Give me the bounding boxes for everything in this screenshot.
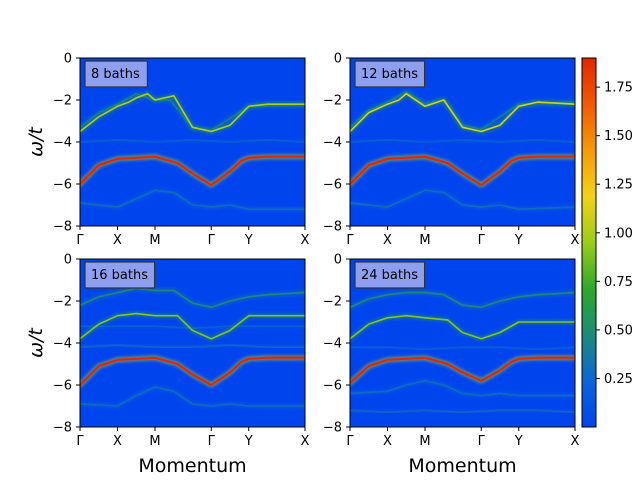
panel-bands	[350, 89, 575, 212]
panel-label-background	[84, 261, 156, 289]
x-tick-label: Γ	[208, 434, 216, 449]
band-line	[350, 314, 575, 340]
y-tick-label: −2	[53, 295, 72, 310]
y-tick-label: −6	[53, 379, 72, 394]
y-tick-label: −8	[323, 220, 342, 235]
panel-4: 24 baths 0 −2 −4 −6 −8 Γ X M Γ Y X Momentum	[323, 253, 580, 478]
x-tick-label: Y	[514, 434, 523, 449]
y-tick-label: −4	[53, 136, 72, 151]
y-tick-label: −8	[323, 421, 342, 436]
x-tick-label: Y	[244, 233, 253, 248]
panel-2: 12 baths 0 −2 −4 −6 −8 Γ X M Γ Y X	[323, 52, 580, 249]
panel-label: 24 baths	[361, 268, 418, 283]
band-line	[80, 344, 305, 348]
panel-bands	[80, 91, 305, 212]
y-tick-label: 0	[64, 253, 72, 268]
panel-label-background	[354, 261, 426, 289]
y-tick-label: −8	[53, 220, 72, 235]
panel-label-box: 8 baths	[84, 60, 149, 88]
band-line	[350, 155, 575, 187]
band-line	[350, 291, 575, 309]
x-tick-label: X	[383, 434, 392, 449]
band-line	[80, 312, 305, 340]
band-line	[350, 380, 575, 397]
y-tick-label: −2	[323, 94, 342, 109]
y-axis-label: ω/t	[25, 126, 47, 157]
x-tick-label: M	[419, 233, 430, 248]
panel-label-background	[354, 60, 426, 88]
colorbar-tick-label: 1.75	[604, 81, 633, 96]
band-line	[80, 139, 305, 143]
colorbar: 0.25 0.50 0.75 1.00 1.25 1.50 1.75	[581, 57, 633, 428]
band-line	[350, 139, 575, 143]
y-tick-label: −4	[323, 136, 342, 151]
x-tick-label: Γ	[478, 434, 486, 449]
y-tick-label: −8	[53, 421, 72, 436]
panel-label: 16 baths	[91, 268, 148, 283]
x-tick-label: X	[113, 233, 122, 248]
panel-label-box: 16 baths	[84, 261, 156, 289]
x-tick-label: Y	[244, 434, 253, 449]
y-tick-label: 0	[64, 52, 72, 67]
band-line	[80, 356, 305, 387]
x-tick-label: M	[149, 233, 160, 248]
band-line	[350, 92, 575, 133]
x-tick-label: Γ	[346, 233, 354, 248]
band-line	[350, 346, 575, 351]
y-tick-label: −4	[53, 337, 72, 352]
y-tick-label: −2	[53, 94, 72, 109]
panel-1: 8 baths 0 −2 −4 −6 −8 Γ X M Γ Y Xω/t	[25, 52, 310, 249]
band-line	[80, 287, 305, 309]
y-tick-label: −6	[53, 178, 72, 193]
y-tick-label: −6	[323, 178, 342, 193]
x-tick-label: X	[301, 434, 310, 449]
colorbar-tick-label: 0.75	[604, 275, 633, 290]
x-tick-label: X	[571, 233, 580, 248]
x-axis-label: Momentum	[408, 455, 516, 477]
band-line	[80, 189, 305, 210]
x-tick-label: Γ	[76, 434, 84, 449]
x-tick-label: M	[419, 434, 430, 449]
x-tick-label: X	[113, 434, 122, 449]
x-tick-label: Γ	[346, 434, 354, 449]
x-tick-label: M	[149, 434, 160, 449]
band-line	[80, 92, 305, 133]
colorbar-tick-label: 1.00	[604, 226, 633, 241]
band-line	[350, 409, 575, 414]
y-tick-label: −6	[323, 379, 342, 394]
y-axis-label: ω/t	[25, 327, 47, 358]
colorbar-tick-label: 1.25	[604, 178, 633, 193]
panel-bands	[350, 290, 575, 415]
x-tick-label: Γ	[76, 233, 84, 248]
y-tick-label: −4	[323, 337, 342, 352]
colorbar-tick-label: 1.50	[604, 129, 633, 144]
panel-bands	[80, 285, 305, 409]
colorbar-tick-label: 0.25	[604, 372, 633, 387]
x-tick-label: Γ	[478, 233, 486, 248]
x-tick-label: Γ	[208, 233, 216, 248]
panel-3: 16 baths 0 −2 −4 −6 −8 Γ X M Γ Y Xω/t Momentum	[25, 253, 310, 478]
y-tick-label: 0	[334, 253, 342, 268]
band-line	[350, 356, 575, 384]
y-tick-label: 0	[334, 52, 342, 67]
colorbar-bar	[581, 57, 597, 428]
panel-label-background	[84, 60, 149, 88]
panel-label: 12 baths	[361, 67, 418, 82]
x-tick-label: X	[301, 233, 310, 248]
panel-label-box: 12 baths	[354, 60, 426, 88]
x-tick-label: X	[571, 434, 580, 449]
panel-label-box: 24 baths	[354, 261, 426, 289]
colorbar-tick-label: 0.50	[604, 323, 633, 338]
band-line	[350, 189, 575, 210]
x-axis-label: Momentum	[138, 455, 246, 477]
x-tick-label: Y	[514, 233, 523, 248]
y-tick-label: −2	[323, 295, 342, 310]
panel-label: 8 baths	[91, 67, 140, 82]
band-line	[80, 155, 305, 187]
x-tick-label: X	[383, 233, 392, 248]
band-line	[80, 386, 305, 407]
